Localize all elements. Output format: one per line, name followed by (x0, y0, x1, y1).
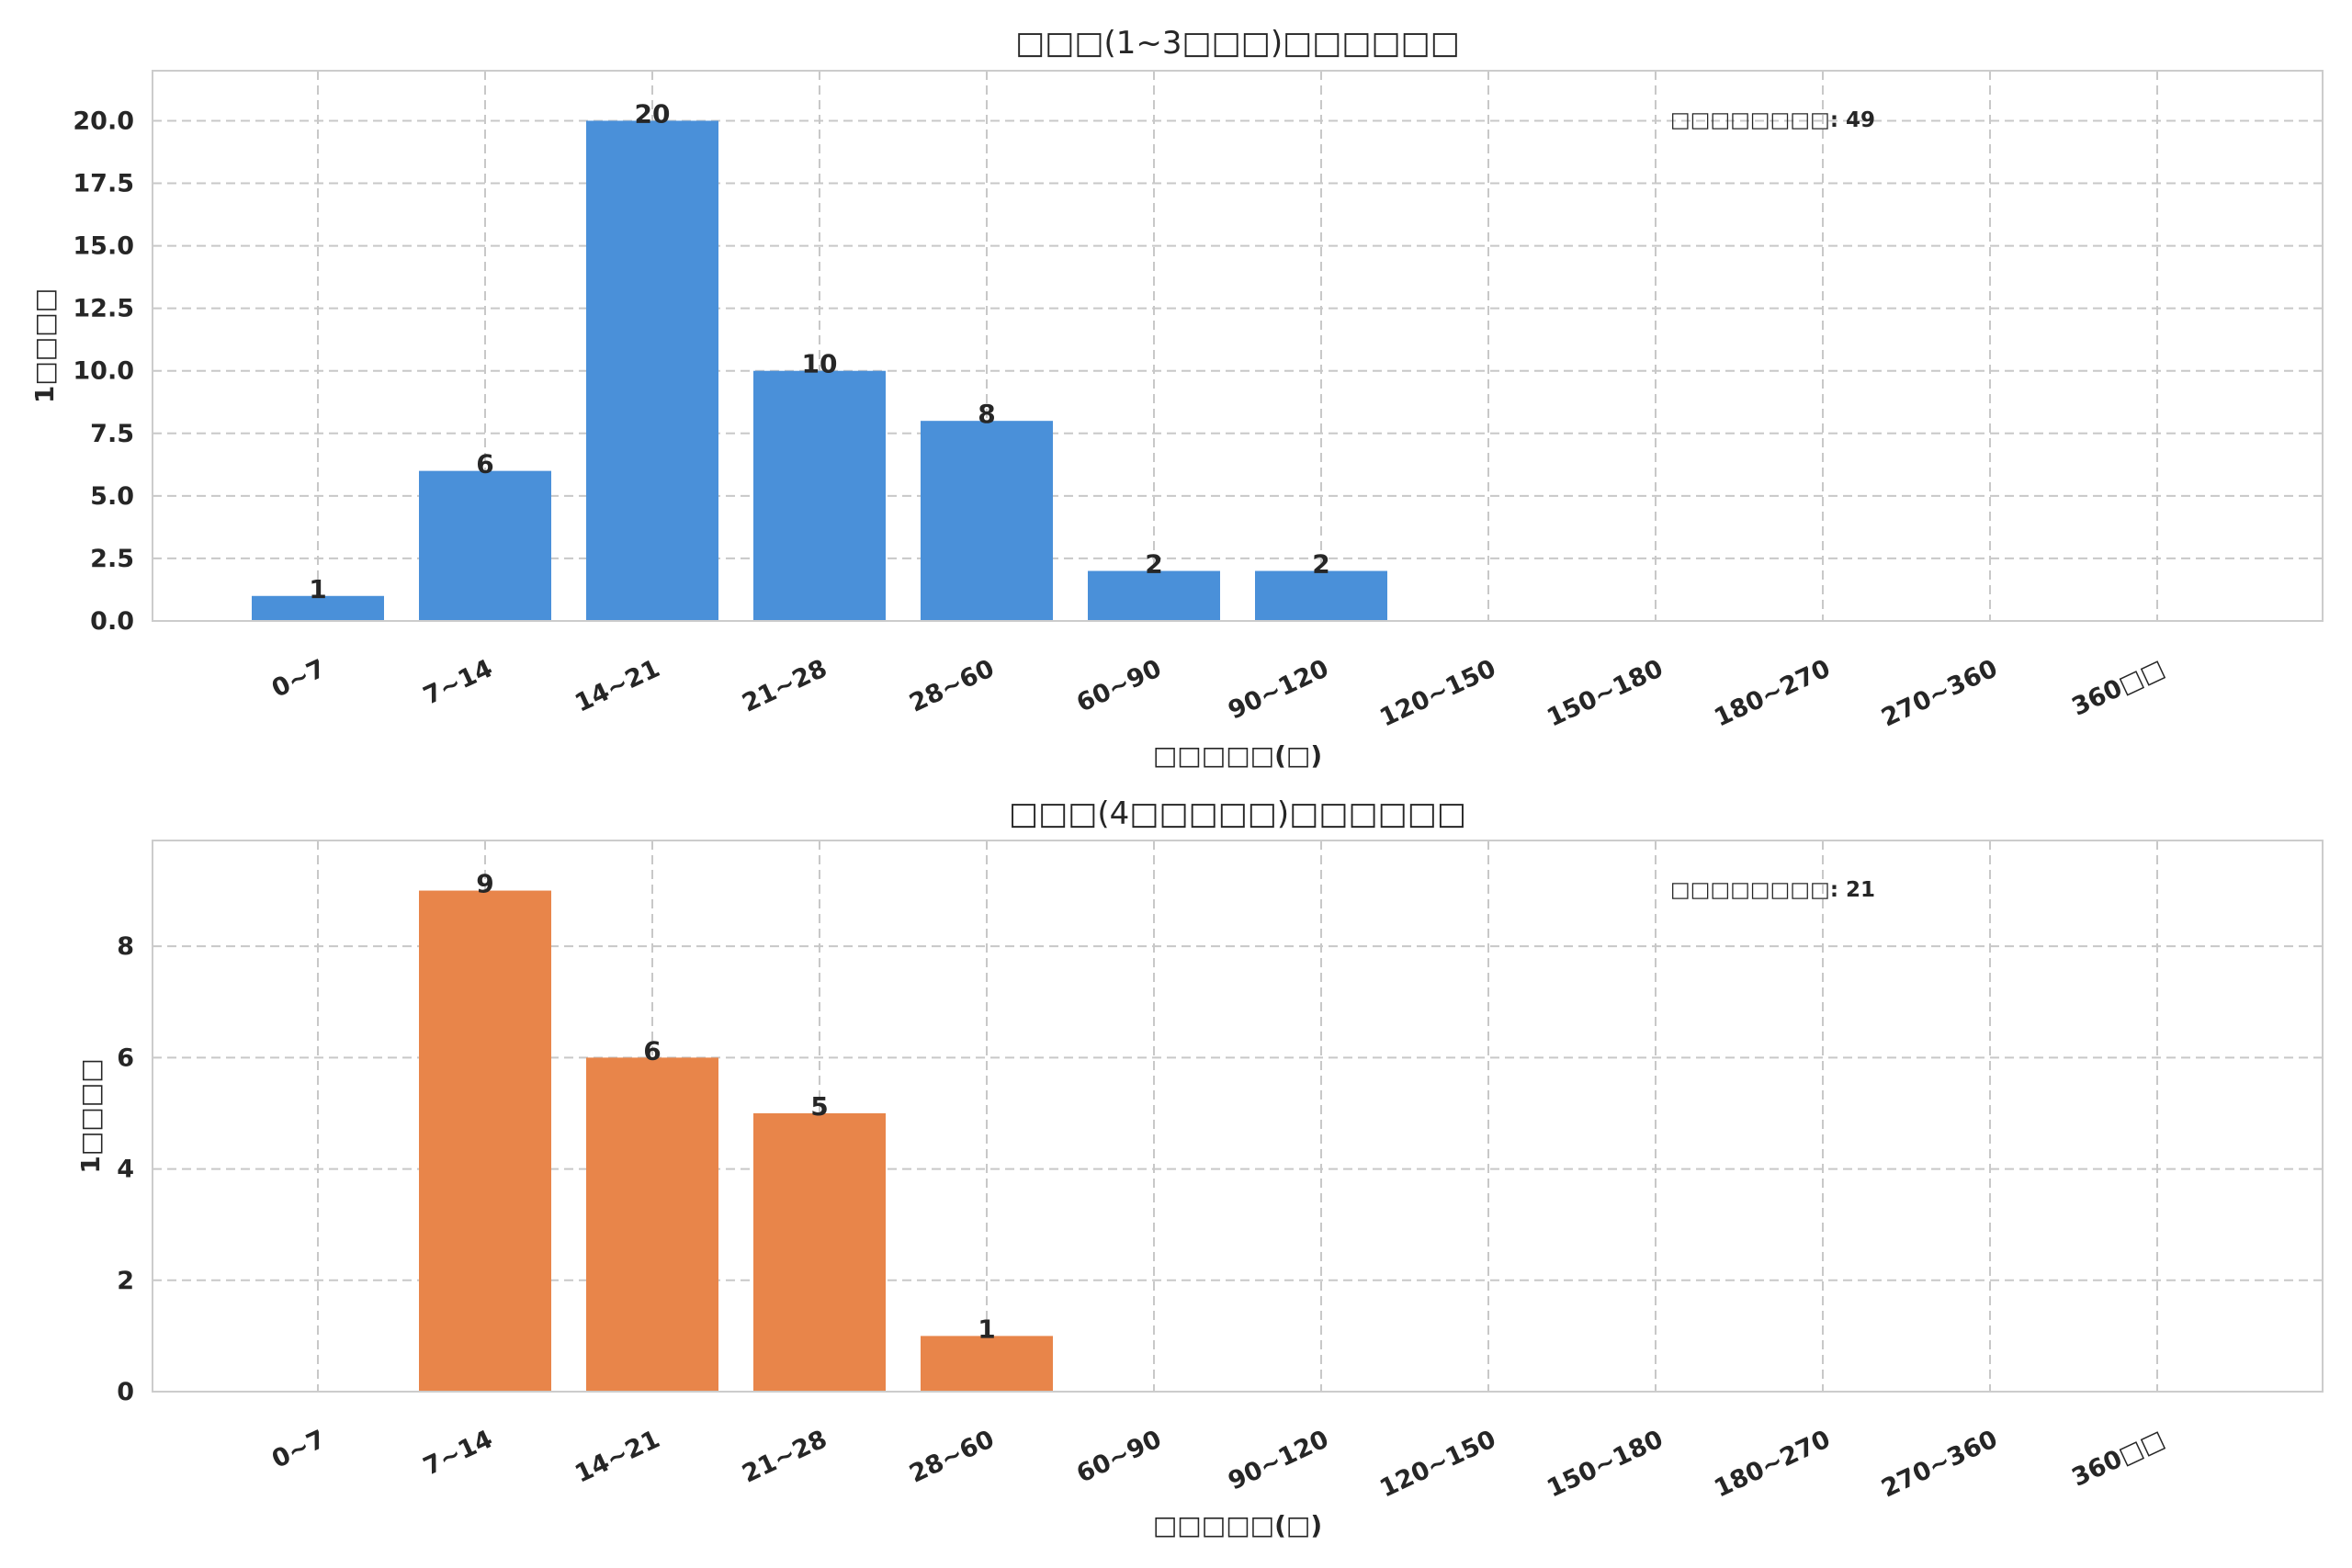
x-tick-label: 14~21 (571, 1425, 664, 1488)
y-tick-label: 6 (117, 1043, 134, 1072)
y-tick-label: 4 (117, 1156, 134, 1184)
x-tick-label: 7~14 (419, 654, 497, 710)
x-tick-label: 28~60 (905, 654, 999, 717)
y-tick-label: 5.0 (90, 482, 134, 511)
x-tick-label: 150~180 (1543, 1425, 1668, 1503)
x-tick-label: 150~180 (1543, 654, 1668, 732)
bar-value-label: 1 (309, 574, 326, 604)
bars (252, 120, 1387, 622)
chart-panel-top: □□□(1~3□□□)□□□□□□ 1 6 20 10 8 2 2 0.0 2.5 5.0 7.5… (29, 25, 2324, 771)
bar-value-label: 10 (802, 349, 838, 379)
x-tick-label: 21~28 (738, 1425, 831, 1488)
bar (586, 1057, 718, 1392)
value-labels: 9 6 5 1 (476, 869, 995, 1345)
x-tick-label: 270~360 (1877, 1425, 2002, 1503)
bar (921, 1336, 1053, 1392)
y-tick-label: 8 (117, 932, 134, 961)
x-tick-label: 60~90 (1072, 654, 1166, 717)
bar (586, 120, 718, 622)
bar (252, 595, 384, 621)
x-ticks: 0~7 7~14 14~21 21~28 28~60 60~90 90~120 120~150… (267, 654, 2169, 732)
value-labels: 1 6 20 10 8 2 2 (309, 98, 1329, 604)
x-tick-label: 21~28 (738, 654, 831, 717)
bar-value-label: 9 (476, 869, 493, 899)
y-axis-label: 1□□□□ (75, 1058, 106, 1173)
x-tick-label: 270~360 (1877, 654, 2002, 732)
y-tick-label: 7.5 (90, 420, 134, 448)
total-annotation: □□□□□□□□: 49 (1670, 108, 1875, 132)
bar (1255, 570, 1387, 621)
x-axis-label: □□□□□(□) (1153, 1510, 1322, 1540)
y-tick-label: 20.0 (73, 107, 134, 135)
chart-title: □□□(1~3□□□)□□□□□□ (1015, 25, 1460, 62)
x-tick-label: 180~270 (1710, 654, 1835, 732)
y-tick-label: 0 (117, 1378, 134, 1406)
y-ticks: 0 2 4 6 8 (117, 932, 134, 1406)
x-tick-label: 90~120 (1224, 1425, 1333, 1495)
y-tick-label: 2.5 (90, 545, 134, 573)
bar-value-label: 2 (1145, 549, 1162, 580)
y-tick-label: 17.5 (73, 170, 134, 198)
x-tick-label: 14~21 (571, 654, 664, 717)
bar-value-label: 5 (810, 1091, 828, 1122)
bars (419, 890, 1053, 1392)
x-tick-label: 180~270 (1710, 1425, 1835, 1503)
y-axis-label: 1□□□□ (29, 288, 60, 403)
bar (921, 421, 1053, 621)
x-tick-label: 120~150 (1375, 1425, 1500, 1503)
plot-frame (152, 70, 2324, 622)
x-tick-label: 60~90 (1072, 1425, 1166, 1488)
bar-value-label: 8 (978, 399, 995, 429)
x-tick-label: 120~150 (1375, 654, 1500, 732)
bar-value-label: 6 (476, 449, 493, 479)
bar (1088, 570, 1220, 621)
bar (753, 1112, 886, 1392)
chart-title: □□□(4□□□□□)□□□□□□ (1009, 795, 1466, 832)
bar (419, 890, 551, 1392)
y-tick-label: 0.0 (90, 607, 134, 636)
bar-value-label: 20 (635, 98, 671, 129)
chart-panel-bottom: □□□(4□□□□□)□□□□□□ 9 6 5 1 0 2 4 6 8 0~7 7~14 14~2… (75, 795, 2324, 1540)
bar (419, 470, 551, 621)
x-tick-label: 360□□ (2068, 654, 2169, 721)
x-tick-label: 90~120 (1224, 654, 1333, 725)
y-tick-label: 2 (117, 1267, 134, 1295)
x-tick-label: 28~60 (905, 1425, 999, 1488)
y-tick-label: 12.5 (73, 295, 134, 323)
x-tick-label: 7~14 (419, 1425, 497, 1481)
y-tick-label: 10.0 (73, 357, 134, 386)
x-tick-label: 360□□ (2068, 1425, 2169, 1492)
x-tick-label: 0~7 (267, 654, 330, 704)
x-axis-label: □□□□□(□) (1153, 740, 1322, 771)
total-annotation: □□□□□□□□: 21 (1670, 878, 1875, 902)
bar-value-label: 2 (1312, 549, 1329, 580)
y-ticks: 0.0 2.5 5.0 7.5 10.0 12.5 15.0 17.5 20.0 (73, 107, 134, 636)
y-tick-label: 15.0 (73, 232, 134, 261)
bar-value-label: 1 (978, 1314, 995, 1344)
x-ticks: 0~7 7~14 14~21 21~28 28~60 60~90 90~120 120~150… (267, 1425, 2169, 1503)
bar (753, 370, 886, 621)
grid (153, 71, 2323, 622)
bar-value-label: 6 (643, 1035, 661, 1066)
plot-frame (152, 840, 2324, 1393)
x-tick-label: 0~7 (267, 1425, 330, 1474)
